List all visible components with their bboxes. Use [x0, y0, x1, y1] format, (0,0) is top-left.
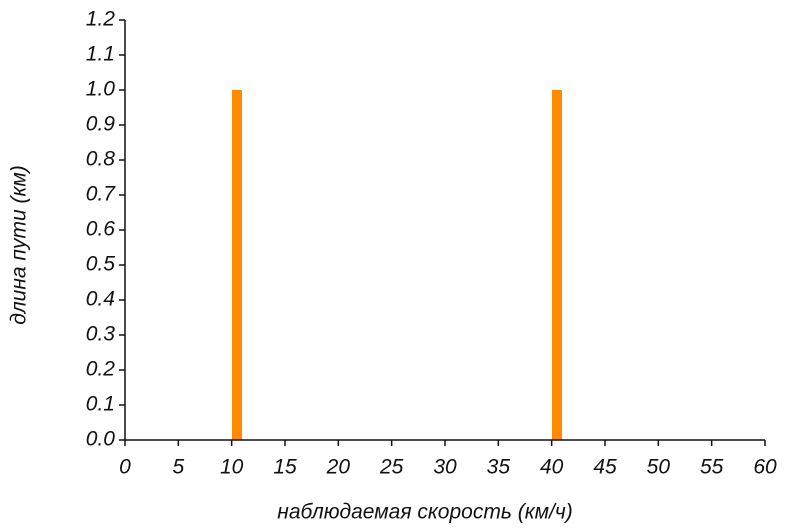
x-tick-label: 40	[540, 456, 564, 479]
x-tick-label: 5	[172, 456, 184, 479]
y-tick-label: 0.4	[86, 288, 115, 311]
bar	[552, 90, 562, 440]
y-tick-label: 1.1	[86, 43, 115, 66]
y-tick-label: 0.5	[86, 253, 116, 276]
x-tick-label: 60	[753, 456, 777, 479]
y-tick-label: 0.8	[86, 148, 116, 171]
x-axis-label: наблюдаемая скорость (км/ч)	[277, 501, 572, 524]
y-tick-label: 0.2	[86, 358, 116, 381]
y-tick-label: 0.3	[86, 323, 116, 346]
x-tick-label: 30	[433, 456, 457, 479]
x-tick-label: 10	[220, 456, 244, 479]
bar	[232, 90, 242, 440]
x-tick-label: 50	[647, 456, 671, 479]
x-tick-label: 35	[487, 456, 511, 479]
y-tick-label: 0.9	[86, 113, 116, 136]
y-tick-label: 1.2	[86, 8, 116, 31]
y-tick-label: 0.1	[86, 393, 115, 416]
x-tick-label: 20	[326, 456, 351, 479]
x-tick-label: 15	[273, 456, 297, 479]
y-tick-label: 0.0	[86, 428, 116, 451]
x-tick-label: 55	[700, 456, 724, 479]
x-tick-label: 0	[119, 456, 131, 479]
x-tick-label: 25	[379, 456, 404, 479]
y-tick-label: 0.6	[86, 218, 116, 241]
y-axis-label: длина пути (км)	[8, 165, 31, 325]
x-tick-label: 45	[593, 456, 617, 479]
y-tick-label: 1.0	[86, 78, 116, 101]
y-tick-label: 0.7	[86, 183, 117, 206]
